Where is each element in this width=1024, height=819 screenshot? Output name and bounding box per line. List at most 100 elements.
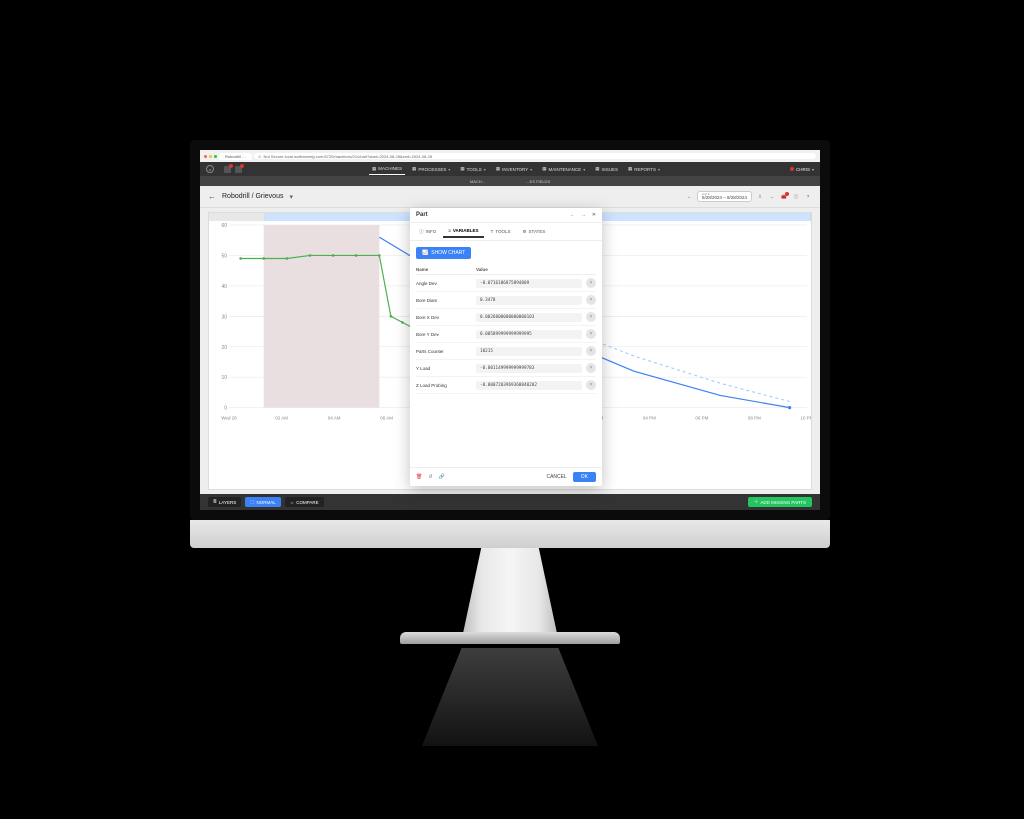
shift-segment — [209, 213, 265, 221]
mode-icon: ⬚ — [250, 499, 254, 505]
link-icon[interactable]: 🔗 — [439, 474, 445, 480]
nav-link-reports[interactable]: ▦REPORTS▾ — [625, 164, 663, 175]
subnav-left[interactable]: MACH… — [470, 179, 486, 184]
nav-link-issues[interactable]: ▦ISSUES — [592, 164, 621, 175]
svg-text:10 PM: 10 PM — [800, 416, 811, 421]
svg-text:30: 30 — [221, 314, 227, 320]
svg-text:20: 20 — [221, 345, 227, 351]
svg-text:40: 40 — [221, 284, 227, 290]
url-text: local.wolframmfg.com:8720/machines/21/ch… — [285, 154, 432, 159]
traffic-min-icon[interactable] — [209, 155, 212, 158]
modal-title: Part — [416, 212, 566, 218]
browser-tab[interactable]: Robodrill … — [219, 153, 252, 160]
nav-link-maintenance[interactable]: ▦MAINTENANCE▾ — [539, 164, 588, 175]
show-chart-button[interactable]: 📈 SHOW CHART — [416, 247, 471, 259]
monitor-reflection — [400, 648, 620, 788]
subnav-right[interactable]: …ES FIELDS — [526, 179, 550, 184]
history-icon[interactable]: ↺ — [428, 474, 432, 480]
variable-name: Bore X Dev — [416, 315, 476, 320]
variable-name: Bore Diam — [416, 298, 476, 303]
variables-rows: Angle Dev-0.0716186875894809×Bore Diam0.… — [416, 275, 596, 394]
add-missing-parts-button[interactable]: ＋ ADD MISSING PARTS — [748, 497, 812, 507]
modal-next-icon[interactable]: → — [581, 212, 586, 218]
modal-header: Part ← → ✕ — [410, 208, 602, 223]
clear-icon[interactable]: × — [586, 363, 596, 373]
th-name: Name — [416, 267, 476, 272]
clear-icon[interactable]: × — [586, 312, 596, 322]
monitor-foot — [400, 632, 620, 644]
view-mode-compare[interactable]: ⇔COMPARE — [285, 497, 324, 507]
quick-icon-1[interactable] — [224, 166, 231, 173]
not-secure-label: Not Secure — [264, 154, 284, 159]
svg-text:10: 10 — [221, 375, 227, 381]
variable-name: Parts Counter — [416, 349, 476, 354]
svg-text:04 PM: 04 PM — [643, 416, 656, 421]
chevron-down-icon: ▾ — [448, 167, 450, 172]
tab-label: TOOLS — [495, 229, 510, 234]
variable-name: Bore Y Dev — [416, 332, 476, 337]
app-logo-icon[interactable]: σ — [206, 165, 214, 173]
variable-value[interactable]: 10215 — [476, 347, 582, 356]
svg-text:08 PM: 08 PM — [748, 416, 761, 421]
tab-label: VARIABLES — [453, 228, 479, 233]
variable-value[interactable]: -0.001149999999999783 — [476, 364, 582, 373]
nav-link-inventory[interactable]: ▦INVENTORY▾ — [493, 164, 535, 175]
view-mode-layers[interactable]: ≣LAYERS — [208, 497, 241, 507]
view-mode-normal[interactable]: ⬚NORMAL — [245, 497, 281, 507]
quick-icon-2[interactable] — [235, 166, 242, 173]
date-range-picker[interactable]: DATE 8/28/2024 – 8/28/2024 — [697, 191, 752, 203]
date-range: 8/28/2024 – 8/28/2024 — [702, 196, 747, 201]
chevron-down-icon: ▾ — [658, 167, 660, 172]
clear-icon[interactable]: × — [586, 278, 596, 288]
traffic-max-icon[interactable] — [214, 155, 217, 158]
modal-close-icon[interactable]: ✕ — [592, 212, 596, 218]
traffic-close-icon[interactable] — [204, 155, 207, 158]
user-chip[interactable]: CHRIS ▾ — [790, 167, 814, 172]
modal-tab-tools[interactable]: TTOOLS — [486, 225, 516, 238]
date-next-icon[interactable]: → — [768, 193, 776, 201]
ok-button[interactable]: OK — [573, 472, 596, 482]
variable-value[interactable]: -0.0716186875894809 — [476, 279, 582, 288]
svg-text:06 AM: 06 AM — [380, 416, 393, 421]
variable-value[interactable]: 0.3478 — [476, 296, 582, 305]
nav-link-machines[interactable]: ▦MACHINES — [369, 164, 405, 175]
svg-text:Wed 28: Wed 28 — [221, 416, 237, 421]
cancel-button[interactable]: CANCEL — [546, 474, 566, 480]
help-icon[interactable]: ? — [804, 193, 812, 201]
variable-row: Parts Counter10215 × — [416, 343, 596, 360]
modal-tab-info[interactable]: ⓘINFO — [414, 225, 441, 238]
variables-table-head: Name Value — [416, 265, 596, 275]
nav-icon: ▦ — [496, 166, 500, 172]
variable-row: Bore X Dev0.0026000000000000103 × — [416, 309, 596, 326]
variable-value[interactable]: 0.005899999999999995 — [476, 330, 582, 339]
modal-tab-states[interactable]: ⚙STATES — [518, 225, 551, 238]
svg-text:60: 60 — [221, 223, 227, 229]
nav-links: ▦MACHINES ▦PROCESSES▾ ▦TOOLS▾ ▦INVENTORY▾ ▦M… — [369, 164, 663, 175]
clear-icon[interactable]: × — [586, 295, 596, 305]
header-date-nav: ← DATE 8/28/2024 – 8/28/2024 ⇪ → 🧰 ⓘ ? — [685, 191, 812, 203]
date-prev-icon[interactable]: ← — [685, 193, 693, 201]
title-dropdown-icon[interactable]: ▾ — [289, 193, 293, 201]
toolbox-icon[interactable]: 🧰 — [780, 193, 788, 201]
view-mode-buttons: ≣LAYERS ⬚NORMAL ⇔COMPARE — [208, 497, 324, 507]
trash-icon[interactable]: 🗑 — [416, 474, 422, 480]
mode-icon: ⇔ — [290, 500, 295, 505]
chevron-down-icon: ▾ — [530, 167, 532, 172]
modal-prev-icon[interactable]: ← — [570, 212, 575, 218]
variable-row: Angle Dev-0.0716186875894809× — [416, 275, 596, 292]
clear-icon[interactable]: × — [586, 329, 596, 339]
nav-link-processes[interactable]: ▦PROCESSES▾ — [409, 164, 453, 175]
back-button[interactable]: ← — [208, 192, 216, 201]
clear-icon[interactable]: × — [586, 346, 596, 356]
bottom-toolbar: ≣LAYERS ⬚NORMAL ⇔COMPARE ＋ ADD MISSING PAR… — [200, 494, 820, 510]
variable-value[interactable]: -0.0007203969368840202 — [476, 381, 582, 390]
chart-icon: 📈 — [422, 250, 428, 256]
clear-icon[interactable]: × — [586, 380, 596, 390]
address-bar[interactable]: ⚠ Not Secure local.wolframmfg.com:8720/m… — [254, 153, 816, 159]
variable-value[interactable]: 0.0026000000000000103 — [476, 313, 582, 322]
tab-icon: T — [491, 229, 494, 234]
nav-link-tools[interactable]: ▦TOOLS▾ — [457, 164, 488, 175]
date-export-icon[interactable]: ⇪ — [756, 193, 764, 201]
modal-tab-variables[interactable]: ≡VARIABLES — [443, 225, 483, 238]
info-icon[interactable]: ⓘ — [792, 193, 800, 201]
